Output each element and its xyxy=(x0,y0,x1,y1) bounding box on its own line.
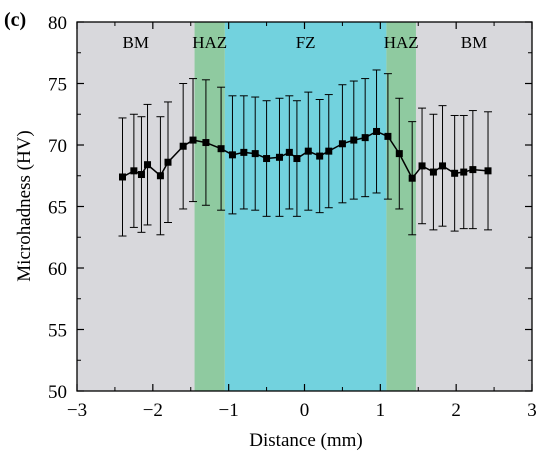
data-point-marker xyxy=(460,168,468,176)
data-point-marker xyxy=(251,150,259,158)
data-point-marker xyxy=(304,147,312,155)
x-tick-label: 3 xyxy=(527,400,537,421)
y-tick-label: 75 xyxy=(48,75,67,96)
x-tick-label: 0 xyxy=(300,400,310,421)
data-point-marker xyxy=(119,173,126,181)
data-point-marker xyxy=(179,142,187,150)
markers-layer xyxy=(119,127,492,182)
data-point-marker xyxy=(130,167,138,175)
data-point-marker xyxy=(408,174,416,182)
zone-band-bm-0 xyxy=(77,22,195,391)
data-point-marker xyxy=(361,134,369,142)
zone-label-bm-4: BM xyxy=(461,33,487,52)
data-point-marker xyxy=(373,127,381,135)
series-line-layer xyxy=(122,130,489,180)
series-line xyxy=(122,130,489,180)
data-point-marker xyxy=(384,132,392,140)
y-tick-label: 55 xyxy=(48,321,67,342)
zone-label-haz-3: HAZ xyxy=(384,33,419,52)
data-point-marker xyxy=(202,139,210,147)
data-point-marker xyxy=(228,151,236,159)
zone-labels-layer: BM HAZ FZ HAZ BM xyxy=(123,33,488,52)
data-point-marker xyxy=(217,145,225,153)
data-point-marker xyxy=(439,162,447,170)
data-point-marker xyxy=(316,152,324,160)
zone-label-haz-1: HAZ xyxy=(192,33,227,52)
panel-label: (c) xyxy=(4,9,26,31)
data-point-marker xyxy=(240,148,248,156)
data-point-marker xyxy=(285,148,293,156)
data-point-marker xyxy=(451,169,459,177)
zone-band-bm-4 xyxy=(415,22,532,391)
data-point-marker xyxy=(338,140,346,148)
data-point-marker xyxy=(325,147,333,155)
x-tick-label: −2 xyxy=(143,400,163,421)
zone-label-bm-0: BM xyxy=(123,33,149,52)
data-point-marker xyxy=(156,172,164,180)
data-point-marker xyxy=(293,155,301,163)
zone-band-haz-1 xyxy=(194,22,225,391)
data-point-marker xyxy=(350,136,358,144)
ticks-layer: −3 −2 −1 0 1 2 3 50 55 60 65 70 75 80 xyxy=(48,13,537,421)
y-tick-label: 80 xyxy=(48,13,67,34)
x-axis-title: Distance (mm) xyxy=(249,430,362,451)
y-tick-label: 65 xyxy=(48,198,67,219)
x-tick-label: −3 xyxy=(67,400,87,421)
data-point-marker xyxy=(484,167,492,175)
data-point-marker xyxy=(164,158,172,166)
data-point-marker xyxy=(395,150,403,158)
x-tick-label: 1 xyxy=(376,400,386,421)
data-point-marker xyxy=(429,168,437,176)
zones-layer xyxy=(77,22,532,391)
zone-label-fz-2: FZ xyxy=(296,33,316,52)
data-point-marker xyxy=(189,136,197,144)
zone-band-fz-2 xyxy=(224,22,387,391)
zone-band-haz-3 xyxy=(386,22,416,391)
x-tick-label: 2 xyxy=(451,400,461,421)
y-axis-title: Microhadness (HV) xyxy=(14,130,35,281)
y-tick-label: 60 xyxy=(48,259,67,280)
y-tick-label: 70 xyxy=(48,136,67,157)
data-point-marker xyxy=(263,155,271,163)
data-point-marker xyxy=(144,161,152,169)
data-point-marker xyxy=(275,153,283,161)
data-point-marker xyxy=(469,166,477,174)
data-point-marker xyxy=(418,162,426,170)
data-point-marker xyxy=(137,171,145,179)
x-tick-label: −1 xyxy=(219,400,239,421)
y-tick-label: 50 xyxy=(48,382,67,403)
